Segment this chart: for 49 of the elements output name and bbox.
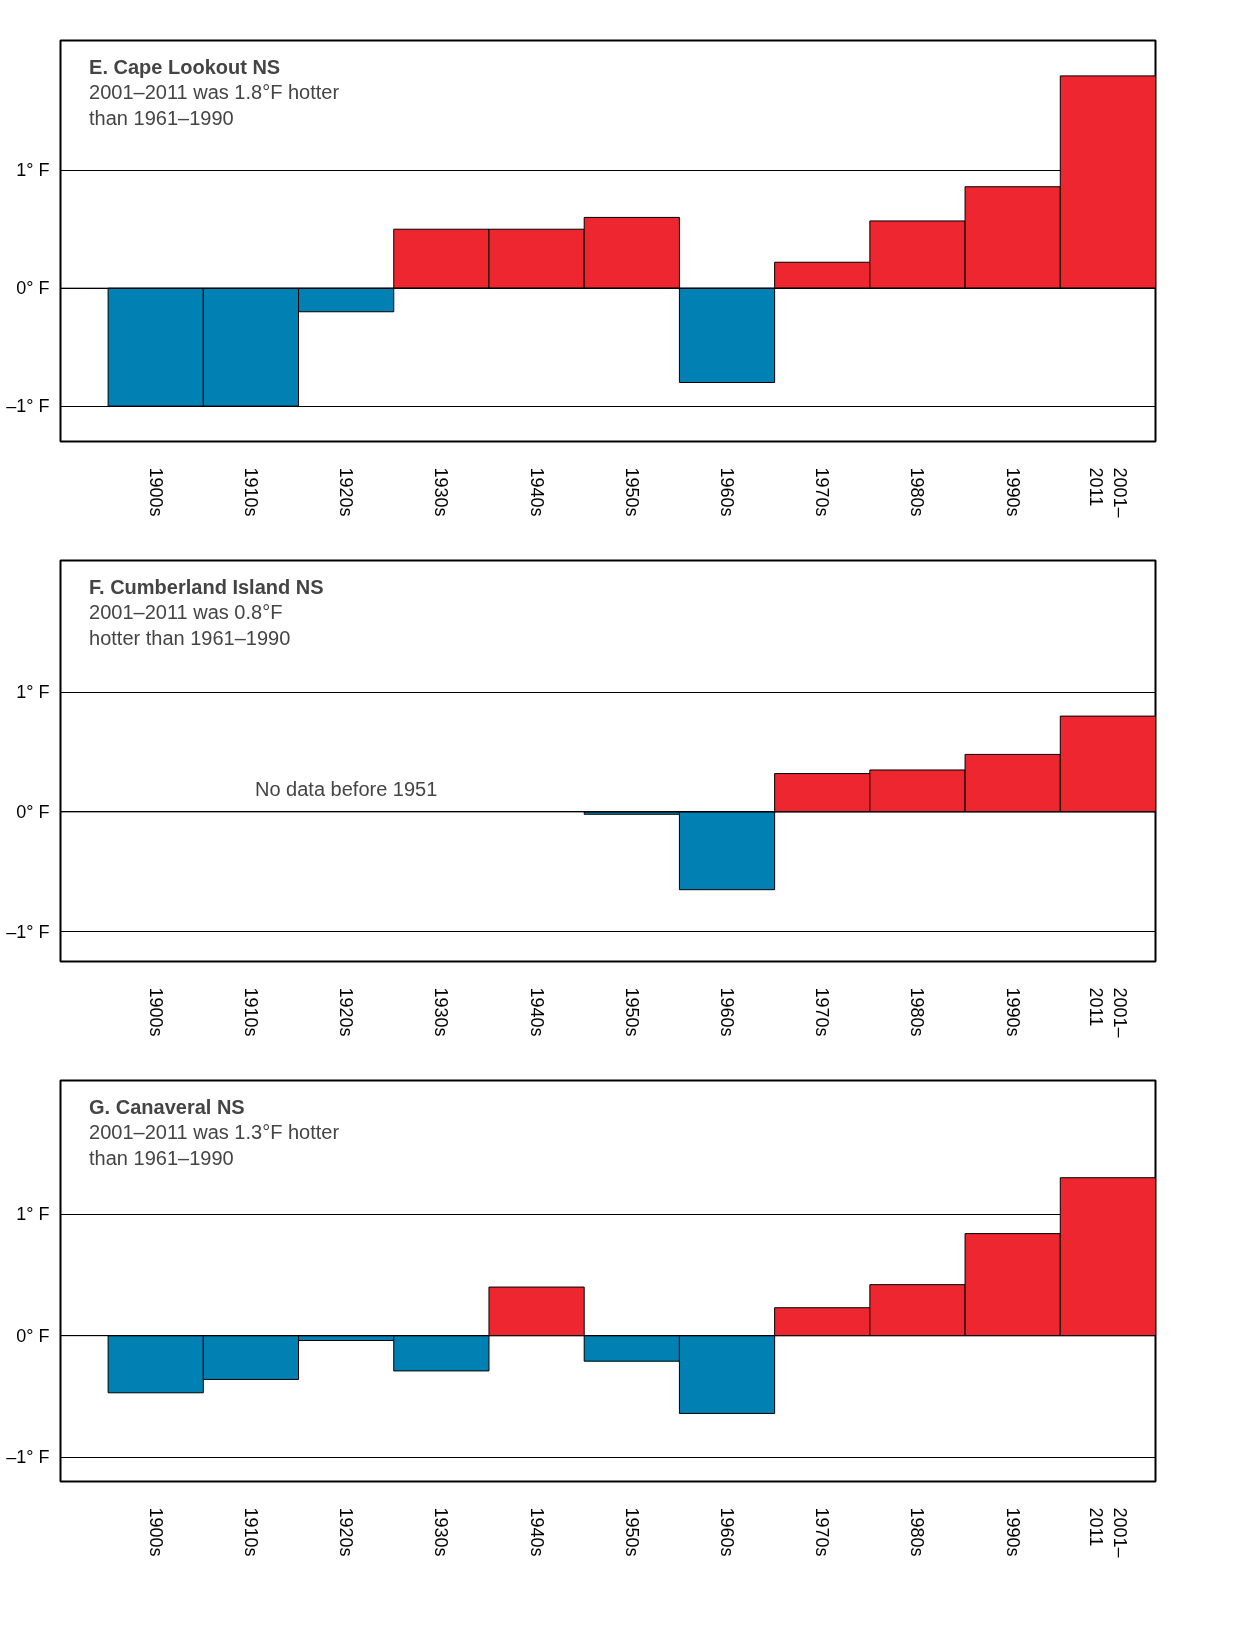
y-tick-label: 0° F xyxy=(16,1325,50,1346)
y-tick-label: 1° F xyxy=(16,160,50,181)
x-tick-label: 2001– 2011 xyxy=(1085,467,1130,518)
x-tick-label: 1980s xyxy=(907,467,928,517)
x-tick-label: 1950s xyxy=(621,467,642,517)
x-tick-label: 1970s xyxy=(812,1507,833,1557)
text: G. Canaveral NS xyxy=(89,1095,245,1118)
x-tick-label: 1900s xyxy=(145,467,166,517)
x-tick-label: 1950s xyxy=(621,1507,642,1557)
text: 2001–2011 was 1.3°F hotter than 1961–1990 xyxy=(89,1120,340,1169)
text: F. Cumberland Island NS xyxy=(89,575,324,598)
x-tick-label: 1920s xyxy=(336,467,357,517)
x-tick-label: 1930s xyxy=(431,987,452,1037)
y-tick-label: 0° F xyxy=(16,278,50,299)
x-tick-label: 1900s xyxy=(145,1507,166,1557)
x-tick-label: 1940s xyxy=(526,987,547,1037)
x-tick-label: 1910s xyxy=(240,467,261,517)
x-tick-label: 1970s xyxy=(812,467,833,517)
x-tick-label: 2001– 2011 xyxy=(1085,1507,1130,1558)
x-tick-label: 1970s xyxy=(812,987,833,1037)
y-tick-label: –1° F xyxy=(6,1447,50,1468)
x-tick-label: 2001– 2011 xyxy=(1085,987,1130,1038)
text: 2001–2011 was 0.8°F hotter than 1961–1990 xyxy=(89,600,291,649)
x-tick-label: 1920s xyxy=(336,1507,357,1557)
x-tick-label: 1910s xyxy=(240,1507,261,1557)
x-tick-label: 1940s xyxy=(526,467,547,517)
x-tick-label: 1990s xyxy=(1002,987,1023,1037)
y-tick-label: –1° F xyxy=(6,921,50,942)
y-tick-label: –1° F xyxy=(6,396,50,417)
x-tick-label: 1980s xyxy=(907,987,928,1037)
x-tick-label: 1990s xyxy=(1002,1507,1023,1557)
x-tick-label: 1980s xyxy=(907,1507,928,1557)
text: E. Cape Lookout NS xyxy=(89,55,281,78)
x-tick-label: 1930s xyxy=(431,467,452,517)
y-tick-label: 1° F xyxy=(16,682,50,703)
y-tick-label: 0° F xyxy=(16,801,50,822)
x-tick-label: 1960s xyxy=(717,987,738,1037)
x-tick-label: 1950s xyxy=(621,987,642,1037)
annotation: No data before 1951 xyxy=(254,777,438,800)
x-tick-label: 1960s xyxy=(717,467,738,517)
x-tick-label: 1990s xyxy=(1002,467,1023,517)
x-tick-label: 1920s xyxy=(336,987,357,1037)
x-tick-label: 1960s xyxy=(717,1507,738,1557)
x-tick-label: 1940s xyxy=(526,1507,547,1557)
x-tick-label: 1900s xyxy=(145,987,166,1037)
x-tick-label: 1910s xyxy=(240,987,261,1037)
y-tick-label: 1° F xyxy=(16,1204,50,1225)
x-tick-label: 1930s xyxy=(431,1507,452,1557)
text: 2001–2011 was 1.8°F hotter than 1961–1990 xyxy=(89,80,340,129)
